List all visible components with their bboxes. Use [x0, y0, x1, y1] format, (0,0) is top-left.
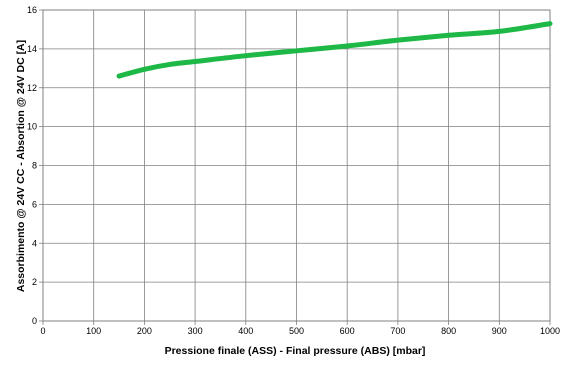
- x-tick-label: 0: [40, 326, 45, 336]
- y-tick-label: 10: [27, 122, 37, 132]
- series-layer: [116, 21, 553, 79]
- x-tick-label: 100: [86, 326, 101, 336]
- y-tick-label: 8: [32, 161, 37, 171]
- y-tick-label: 4: [32, 238, 37, 248]
- y-tick-label: 12: [27, 83, 37, 93]
- y-axis-title: Assorbimento @ 24V CC - Absortion @ 24V …: [15, 40, 27, 292]
- x-axis-title: Pressione finale (ASS) - Final pressure …: [165, 345, 426, 357]
- x-tick-label: 400: [238, 326, 253, 336]
- tick-labels: 0 100 200 300 400 500 600 700 800 900 1000 0 2 4 6 8 10 1…: [27, 5, 560, 336]
- y-tick-label: 14: [27, 44, 37, 54]
- x-tick-label: 800: [441, 326, 456, 336]
- x-tick-label: 600: [340, 326, 355, 336]
- x-tick-label: 700: [390, 326, 405, 336]
- x-tick-label: 300: [188, 326, 203, 336]
- y-tick-label: 2: [32, 277, 37, 287]
- x-tick-label: 500: [289, 326, 304, 336]
- x-tick-label: 900: [492, 326, 507, 336]
- grid: [42, 9, 551, 322]
- x-tick-label: 1000: [540, 326, 560, 336]
- series-line: [116, 21, 553, 79]
- x-tick-label: 200: [137, 326, 152, 336]
- y-tick-label: 0: [32, 316, 37, 326]
- y-tick-label: 16: [27, 5, 37, 15]
- y-tick-label: 6: [32, 199, 37, 209]
